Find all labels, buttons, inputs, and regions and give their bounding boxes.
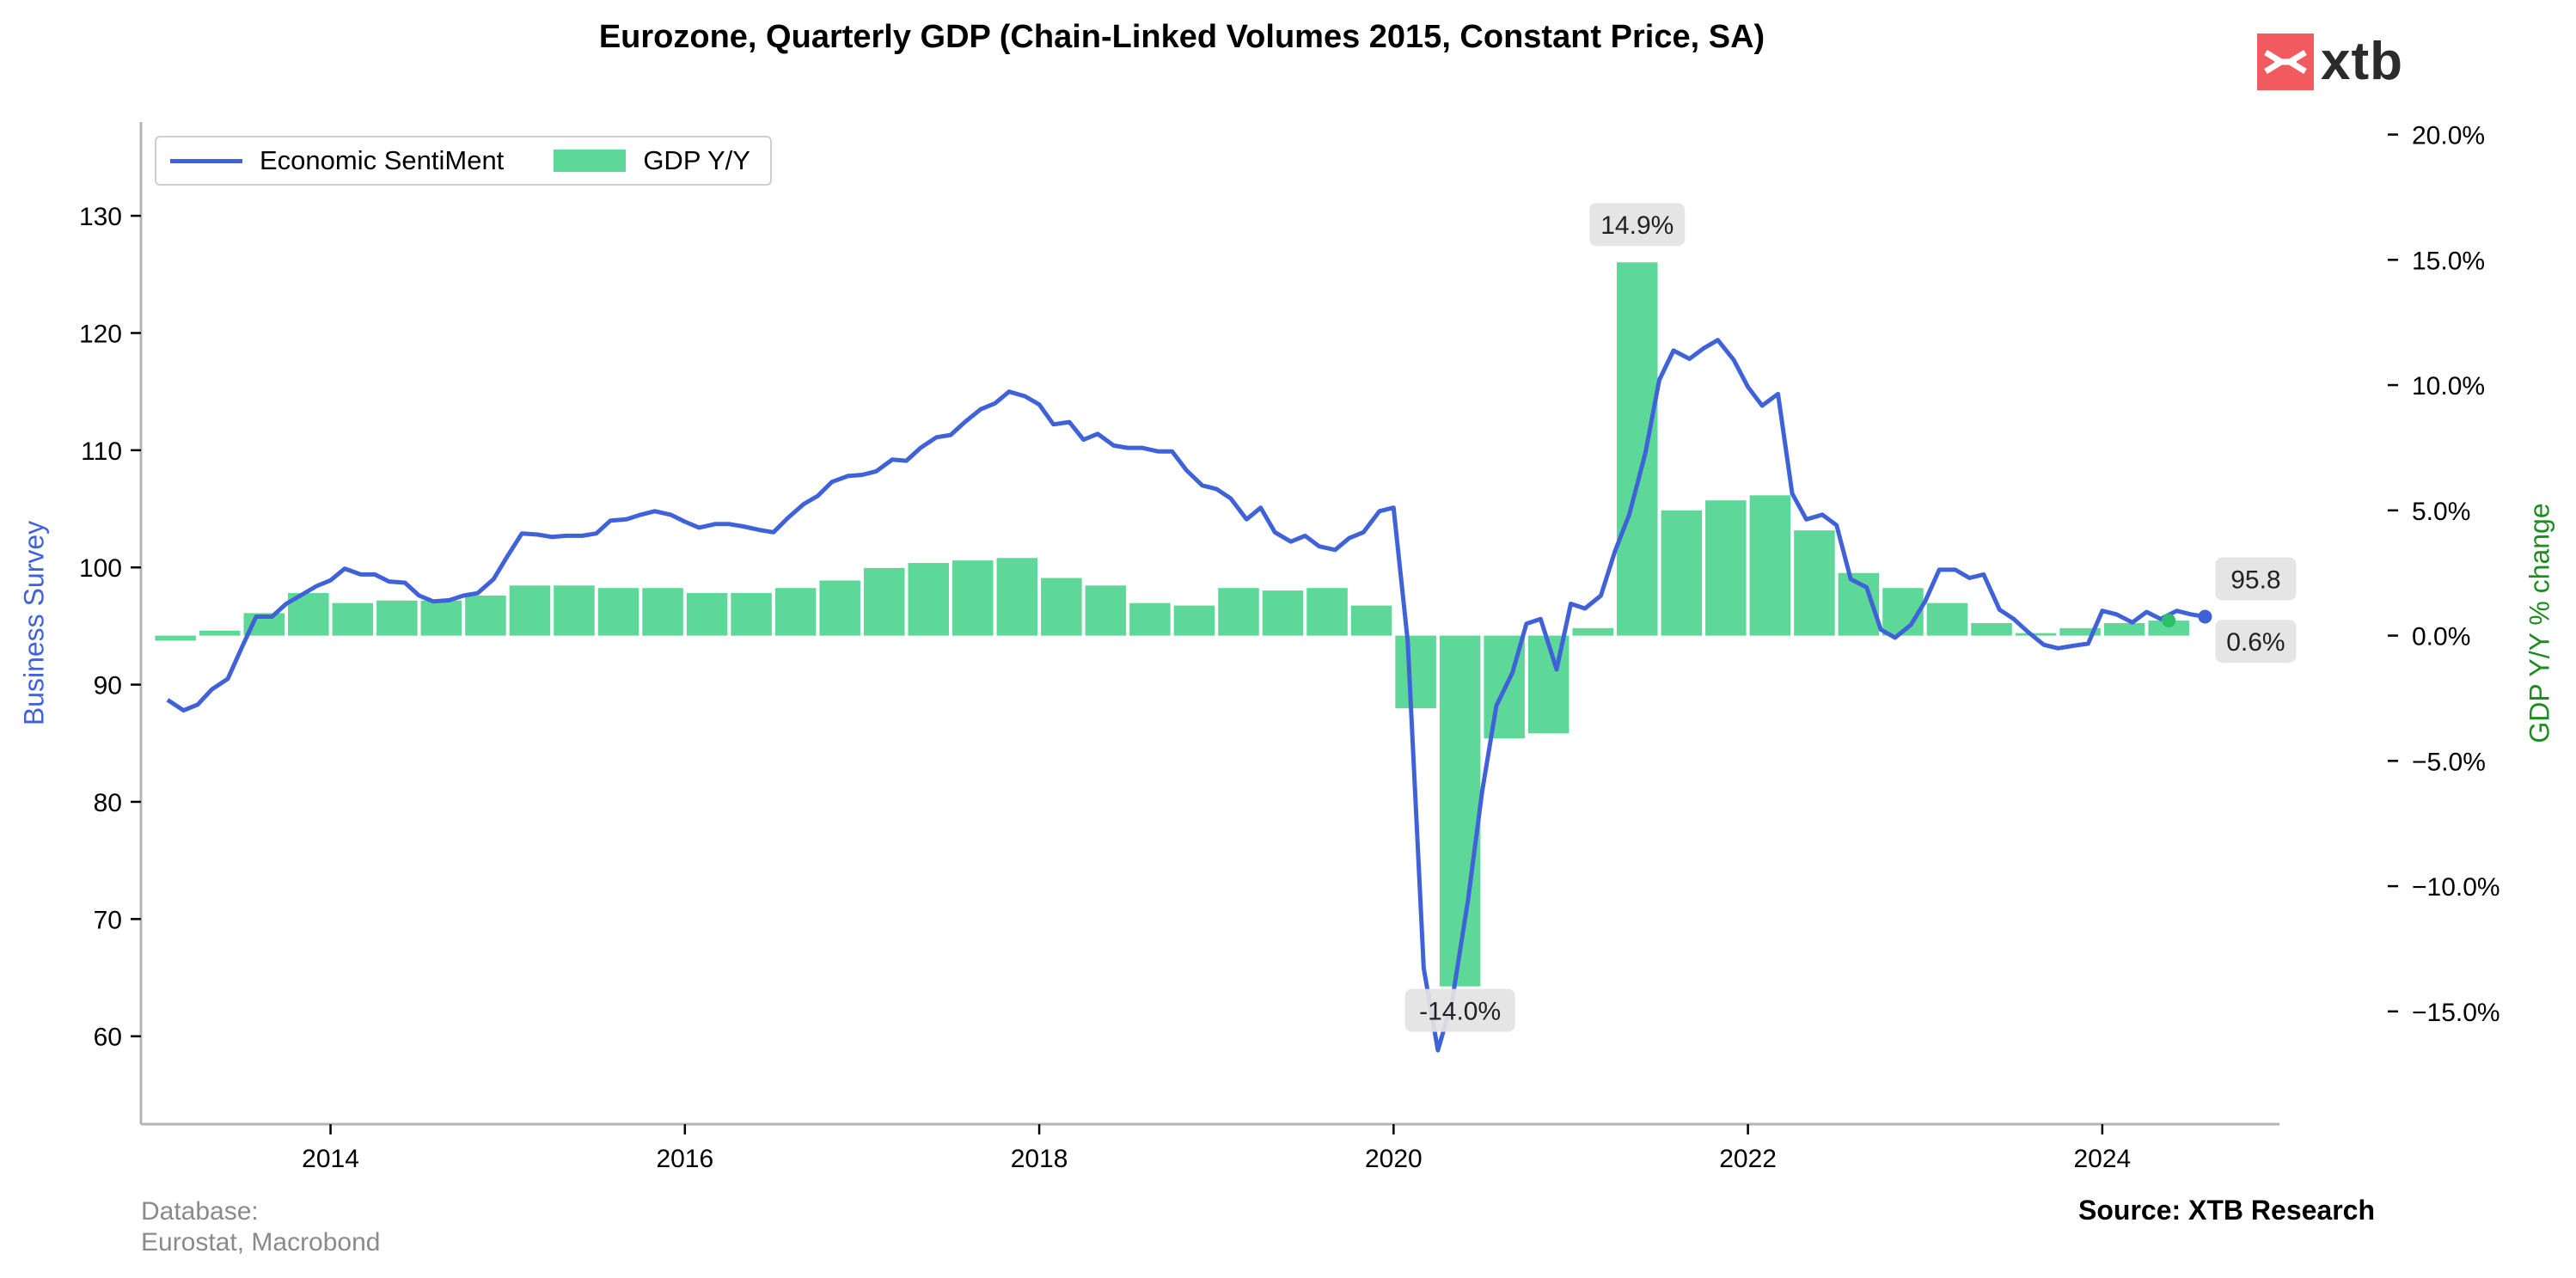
right-tick-label: 20.0% (2412, 122, 2485, 150)
left-axis-label: Business Survey (18, 520, 50, 726)
economic-sentiment-line (166, 338, 2206, 1053)
footer-source: Source: XTB Research (2078, 1195, 2376, 1226)
gdp-yy-bar (1971, 623, 2012, 636)
economic-sentiment-last-point (2198, 609, 2212, 624)
xtb-logo: xtb (2257, 33, 2403, 91)
gdp-yy-bar (597, 588, 639, 636)
gdp-yy-bar (1926, 602, 1968, 636)
x-tick-label: 2014 (302, 1145, 359, 1173)
gdp-yy-bar (1749, 495, 1791, 636)
gdp-yy-bar (1218, 588, 1259, 636)
annotation-gdp-trough-box (1404, 988, 1515, 1032)
legend-item-economic-sentiment: Economic SentiMent (156, 145, 504, 176)
right-tick-label: 5.0% (2412, 498, 2470, 526)
right-tick-label: −5.0% (2412, 748, 2486, 776)
footer-database: Database: Eurostat, Macrobond (141, 1196, 380, 1258)
annotation-gdp-peak-box (1589, 203, 1686, 247)
gdp-yy-bar (1173, 605, 1215, 636)
gdp-yy-bar (199, 630, 241, 636)
x-tick-label: 2020 (1365, 1145, 1423, 1173)
gdp-yy-bar (1395, 635, 1436, 709)
gdp-yy-bar (2015, 633, 2057, 636)
gdp-yy-bar (686, 593, 728, 636)
legend-label-gdp-yy: GDP Y/Y (643, 145, 750, 175)
gdp-yy-bar (1661, 510, 1703, 636)
gdp-yy-bar (1617, 262, 1658, 636)
gdp-yy-bar (996, 558, 1038, 636)
gdp-yy-bar (1439, 635, 1481, 987)
gdp-yy-bar (1085, 585, 1127, 636)
left-tick-label: 130 (79, 203, 122, 231)
right-axis-label: GDP Y/Y % change (2524, 503, 2555, 743)
gdp-yy-bar (1129, 602, 1171, 636)
gdp-yy-bar (819, 580, 860, 636)
chart-legend: Economic SentiMent GDP Y/Y (155, 136, 772, 186)
gdp-yy-bar (774, 588, 817, 636)
left-tick-label: 80 (94, 789, 122, 817)
gdp-yy-bar (1306, 588, 1348, 636)
right-tick-label: 0.0% (2412, 623, 2470, 651)
left-tick-label: 100 (79, 554, 122, 583)
gdp-yy-bar (952, 560, 994, 636)
legend-line-swatch (170, 158, 242, 163)
x-tick-label: 2016 (656, 1145, 713, 1173)
annotation-gdp-trough: -14.0% (1419, 998, 1501, 1026)
gdp-yy-bar (1794, 530, 1835, 636)
left-tick-label: 110 (81, 437, 122, 466)
annotation-sentiment-last-box (2215, 557, 2297, 601)
gdp-yy-bar (376, 600, 418, 636)
footer-database-label: Database: (141, 1197, 259, 1226)
annotation-sentiment-last: 95.8 (2230, 566, 2280, 594)
gdp-yy-bar (863, 567, 905, 636)
left-tick-label: 120 (79, 320, 122, 348)
right-tick-label: −15.0% (2412, 999, 2500, 1027)
gdp-yy-bar (554, 585, 595, 636)
x-tick-label: 2024 (2073, 1145, 2131, 1173)
gdp-yy-bar (731, 593, 772, 636)
right-tick-label: 10.0% (2412, 372, 2485, 401)
gdp-yy-bar (1262, 590, 1304, 636)
legend-label-economic-sentiment: Economic SentiMent (260, 145, 505, 175)
left-tick-label: 60 (94, 1024, 122, 1052)
x-tick-label: 2018 (1011, 1145, 1068, 1173)
gdp-yy-bar (155, 635, 196, 641)
gdp-yy-bar (1572, 627, 1614, 636)
legend-bar-swatch (554, 150, 627, 172)
annotation-gdp-last: 0.6% (2226, 628, 2285, 657)
gdp-yy-bar (642, 588, 683, 636)
gdp-yy-bar (420, 600, 462, 636)
left-tick-label: 90 (94, 672, 122, 700)
gdp-yy-bar (509, 585, 551, 636)
gdp-yy-bar (465, 595, 506, 636)
footer-database-value: Eurostat, Macrobond (141, 1228, 381, 1257)
annotation-gdp-last-box (2215, 620, 2297, 663)
annotation-gdp-peak: 14.9% (1600, 211, 1673, 240)
gdp-yy-bar (908, 563, 950, 636)
gdp-yy-bar (2103, 623, 2145, 636)
gdp-yy-bar (2059, 627, 2101, 636)
gdp-yy-last-point (2162, 614, 2176, 628)
chart-title: Eurozone, Quarterly GDP (Chain-Linked Vo… (598, 19, 1765, 55)
gdp-yy-bar (332, 602, 374, 636)
gdp-yy-bar (1350, 605, 1392, 636)
gdp-yy-bar (2148, 621, 2189, 636)
left-tick-label: 70 (94, 906, 122, 934)
xtb-logo-text: xtb (2321, 32, 2403, 91)
xtb-logo-icon (2257, 34, 2314, 90)
right-tick-label: −10.0% (2412, 873, 2500, 902)
legend-item-gdp-yy: GDP Y/Y (554, 145, 750, 176)
right-tick-label: 15.0% (2412, 247, 2485, 275)
x-tick-label: 2022 (1719, 1145, 1777, 1173)
gdp-yy-bar (1705, 500, 1747, 636)
gdp-yy-bar (1041, 578, 1082, 636)
